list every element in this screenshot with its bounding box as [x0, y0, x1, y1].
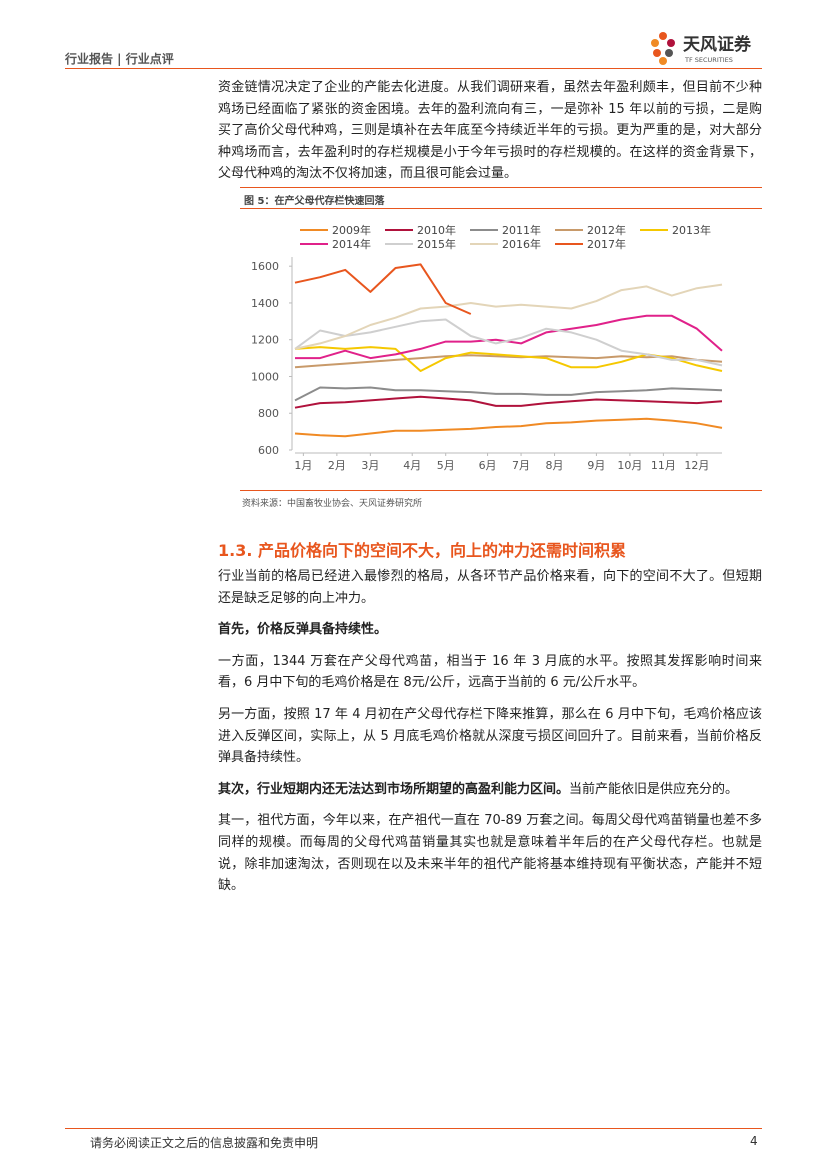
paragraph: 一方面，1344 万套在产父母代鸡苗，相当于 16 年 3 月底的水平。按照其发… — [218, 651, 762, 694]
x-tick-label: 7月 — [512, 459, 530, 472]
y-tick-label: 800 — [258, 407, 279, 420]
logo-en: TF SECURITIES — [684, 56, 733, 64]
series-line — [294, 354, 723, 369]
paragraph: 行业当前的格局已经进入最惨烈的格局，从各环节产品价格来看，向下的空间不大了。但短… — [218, 566, 762, 609]
bold-text: 其次，行业短期内还无法达到市场所期望的高盈利能力区间。 — [218, 781, 570, 797]
figure-rule — [240, 208, 762, 209]
text: 当前产能依旧是供应充分的。 — [569, 781, 739, 797]
x-tick-label: 5月 — [437, 459, 455, 472]
y-tick-label: 1000 — [251, 370, 279, 383]
x-tick-label: 6月 — [479, 459, 497, 472]
page-number: 4 — [750, 1134, 758, 1148]
series-line — [294, 417, 723, 438]
paragraph: 其次，行业短期内还无法达到市场所期望的高盈利能力区间。当前产能依旧是供应充分的。 — [218, 779, 762, 801]
section-body: 行业当前的格局已经进入最惨烈的格局，从各环节产品价格来看，向下的空间不大了。但短… — [218, 566, 762, 907]
series-line — [294, 395, 723, 409]
series-line — [294, 263, 472, 315]
figure-rule — [240, 490, 762, 491]
series-line — [295, 314, 723, 360]
legend-label: 2014年 — [332, 237, 371, 251]
x-tick-label: 3月 — [361, 459, 379, 472]
header-section: 行业报告 | 行业点评 — [65, 52, 174, 66]
logo-cn: 天风证券 — [683, 34, 752, 55]
y-tick-label: 1400 — [251, 297, 279, 310]
x-tick-label: 10月 — [617, 459, 642, 472]
series-line — [294, 346, 723, 372]
legend-label: 2013年 — [672, 223, 711, 237]
legend-label: 2011年 — [502, 223, 541, 237]
header-rule — [65, 68, 762, 69]
text: 一方面，1344 万套在产父母代鸡苗，相当于 16 年 3 月底的水平。按照其发… — [218, 653, 762, 691]
x-tick-label: 12月 — [684, 459, 709, 472]
figure-source: 资料来源：中国畜牧业协会、天风证券研究所 — [242, 499, 423, 509]
paragraph: 另一方面，按照 17 年 4 月初在产父母代存栏下降来推算，那么在 6 月中下旬… — [218, 704, 762, 769]
x-tick-label: 4月 — [403, 459, 421, 472]
x-tick-label: 2月 — [328, 459, 346, 472]
paragraph: 其一，祖代方面，今年以来，在产祖代一直在 70-89 万套之间。每周父母代鸡苗销… — [218, 810, 762, 896]
legend-label: 2015年 — [417, 237, 456, 251]
y-tick-label: 1200 — [251, 334, 279, 347]
text: 其一，祖代方面，今年以来，在产祖代一直在 70-89 万套之间。每周父母代鸡苗销… — [218, 813, 762, 894]
text: 行业当前的格局已经进入最惨烈的格局，从各环节产品价格来看，向下的空间不大了。但短… — [218, 569, 762, 606]
y-tick-label: 1600 — [251, 260, 279, 273]
paragraph: 首先，价格反弹具备持续性。 — [218, 619, 762, 641]
x-tick-label: 8月 — [546, 459, 564, 472]
figure-caption: 图 5：在产父母代存栏快速回落 — [244, 196, 385, 207]
legend-label: 2012年 — [587, 223, 626, 237]
figure-rule — [240, 187, 762, 188]
section-heading: 1.3. 产品价格向下的空间不大，向上的冲力还需时间积累 — [218, 541, 626, 560]
legend-label: 2010年 — [417, 223, 456, 237]
legend-label: 2009年 — [332, 223, 371, 237]
series-line — [294, 386, 723, 402]
legend-label: 2016年 — [502, 237, 541, 251]
footer-rule — [65, 1128, 762, 1129]
text: 另一方面，按照 17 年 4 月初在产父母代存栏下降来推算，那么在 6 月中下旬… — [218, 706, 762, 766]
y-tick-label: 600 — [258, 444, 279, 457]
x-tick-label: 1月 — [294, 459, 312, 472]
logo: 天风证券 TF SECURITIES — [651, 32, 752, 65]
series-line — [294, 283, 723, 350]
footer-disclaimer: 请务必阅读正文之后的信息披露和免责申明 — [90, 1136, 319, 1150]
chart: 600 800 1000 1200 1400 1600 1月 2月 3月 4月 5月 6月 7月 8月 9月… — [251, 223, 723, 472]
series-line — [294, 318, 723, 367]
legend-label: 2017年 — [587, 237, 626, 251]
x-tick-label: 11月 — [651, 459, 676, 472]
intro-paragraph: 资金链情况决定了企业的产能去化进度。从我们调研来看，虽然去年盈利颇丰，但目前不少… — [218, 80, 762, 182]
x-tick-label: 9月 — [587, 459, 605, 472]
bold-text: 首先，价格反弹具备持续性。 — [218, 622, 388, 638]
